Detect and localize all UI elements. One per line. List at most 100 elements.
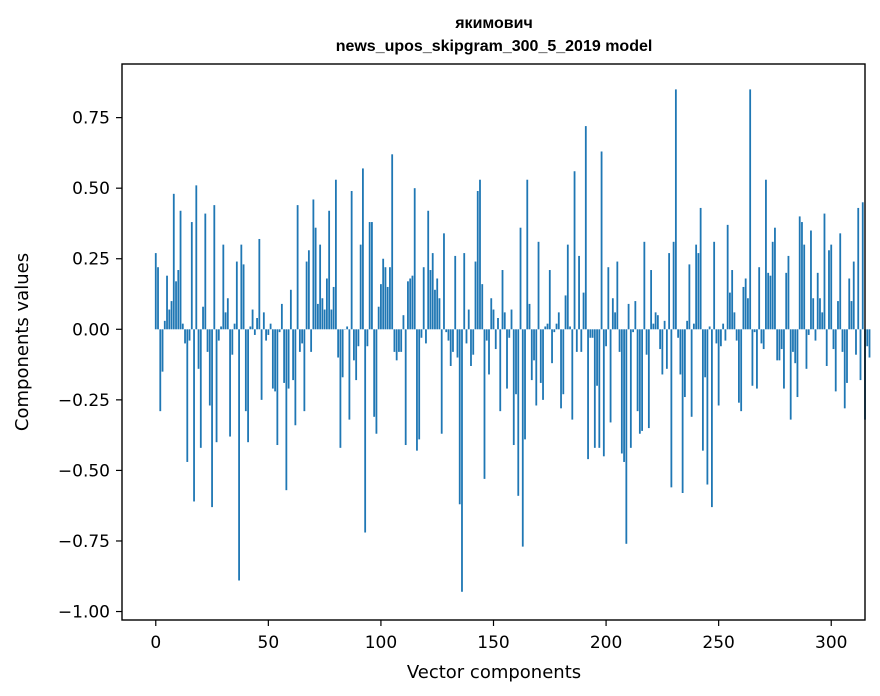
bar-250 <box>717 329 720 406</box>
bar-154 <box>501 270 504 330</box>
bar-80 <box>334 179 337 330</box>
bar-173 <box>544 326 547 330</box>
x-tick-label: 300 <box>815 633 847 653</box>
bar-133 <box>454 255 457 330</box>
bar-101 <box>382 258 385 330</box>
bar-307 <box>846 329 848 383</box>
bar-76 <box>325 278 328 330</box>
bar-185 <box>571 329 574 420</box>
bar-2 <box>159 329 162 412</box>
bar-112 <box>407 281 409 330</box>
bar-118 <box>420 329 423 338</box>
bar-308 <box>848 278 851 330</box>
bar-253 <box>724 329 727 341</box>
bar-214 <box>636 329 639 412</box>
bar-20 <box>199 329 202 448</box>
bar-281 <box>787 255 790 330</box>
bar-1 <box>157 267 159 330</box>
bar-85 <box>346 326 349 330</box>
bar-299 <box>828 250 830 330</box>
bar-32 <box>226 298 229 330</box>
bar-64 <box>298 329 301 352</box>
bar-91 <box>359 244 362 330</box>
bar-258 <box>735 329 738 341</box>
y-tick-label: 0.25 <box>72 250 110 270</box>
bar-158 <box>510 309 513 330</box>
bar-108 <box>398 329 400 352</box>
bar-122 <box>429 270 432 330</box>
bar-68 <box>307 250 310 330</box>
y-axis: −1.00 −0.75 −0.50 −0.25 0.00 0.25 0.50 0.75 <box>58 109 122 623</box>
bar-134 <box>456 329 459 358</box>
bar-205 <box>616 261 619 330</box>
bar-89 <box>355 329 358 381</box>
bar-16 <box>190 222 193 330</box>
chart-subtitle: news_upos_skipgram_300_5_2019 model <box>336 38 653 55</box>
bar-42 <box>249 326 252 330</box>
x-tick-label: 150 <box>477 633 509 653</box>
bar-195 <box>593 329 596 448</box>
bar-233 <box>679 329 682 375</box>
x-tick-label: 200 <box>590 633 622 653</box>
bar-316 <box>866 329 869 347</box>
bar-43 <box>251 309 254 330</box>
bar-180 <box>560 329 562 409</box>
bar-71 <box>314 227 317 330</box>
bar-38 <box>240 244 243 330</box>
bar-199 <box>602 329 605 457</box>
bar-312 <box>857 207 860 330</box>
bar-183 <box>566 244 569 330</box>
bar-117 <box>418 329 421 440</box>
bar-137 <box>463 253 466 330</box>
bar-277 <box>778 329 781 361</box>
bar-53 <box>274 329 276 392</box>
bar-267 <box>756 329 758 389</box>
bar-61 <box>292 329 295 381</box>
bar-75 <box>323 309 326 330</box>
bar-256 <box>731 270 734 330</box>
bar-49 <box>265 329 267 341</box>
bar-217 <box>643 241 646 330</box>
bar-290 <box>807 329 810 335</box>
bar-157 <box>508 329 511 338</box>
bar-164 <box>524 329 526 440</box>
bar-244 <box>704 329 707 378</box>
bar-181 <box>562 329 565 395</box>
bar-8 <box>172 193 175 330</box>
chart-title: якимович <box>454 15 533 32</box>
bar-31 <box>224 312 227 330</box>
bar-275 <box>774 227 776 330</box>
bar-229 <box>670 329 673 488</box>
bar-52 <box>271 329 274 389</box>
bar-283 <box>792 329 794 352</box>
bar-73 <box>319 244 322 330</box>
bar-98 <box>375 329 378 434</box>
bar-5 <box>166 275 168 330</box>
bar-150 <box>492 309 495 330</box>
bar-22 <box>204 213 207 330</box>
bar-10 <box>177 270 180 330</box>
y-tick-label: 0.00 <box>72 320 110 340</box>
x-axis: 0 50 100 150 200 250 300 <box>150 620 847 653</box>
bar-95 <box>368 222 371 330</box>
bar-197 <box>598 329 601 448</box>
bar-125 <box>436 278 439 330</box>
bar-171 <box>539 329 542 383</box>
y-tick-label: −0.50 <box>58 461 110 481</box>
bar-218 <box>645 329 648 355</box>
bar-272 <box>767 272 770 330</box>
bar-156 <box>506 329 508 389</box>
bar-168 <box>533 329 535 361</box>
bar-169 <box>535 329 538 406</box>
y-tick-label: −0.75 <box>58 532 110 552</box>
bar-34 <box>231 329 234 355</box>
bar-237 <box>688 264 691 330</box>
bar-44 <box>253 329 256 335</box>
bar-153 <box>499 329 502 412</box>
x-tick-label: 0 <box>150 633 161 653</box>
bar-110 <box>402 315 405 330</box>
bar-289 <box>805 329 808 369</box>
bar-309 <box>850 301 853 330</box>
bar-159 <box>512 329 515 446</box>
